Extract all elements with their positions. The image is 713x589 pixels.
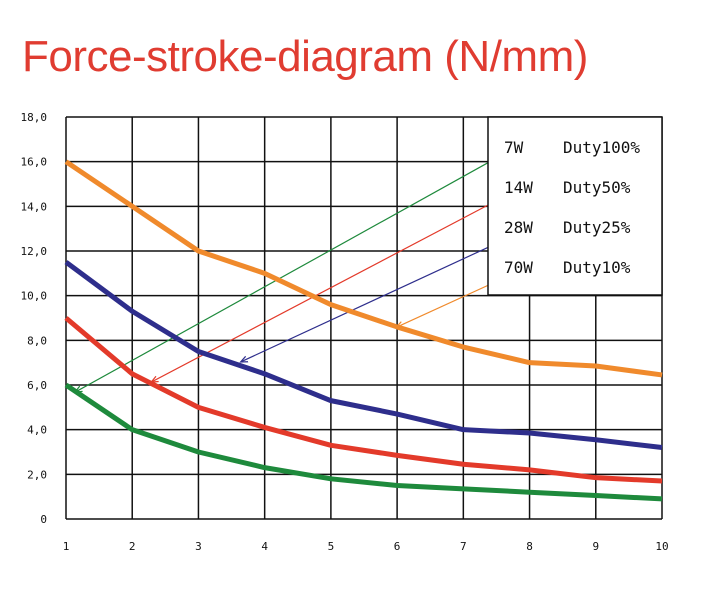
y-tick-label: 0 [40, 513, 47, 526]
legend-pointer-2 [241, 245, 491, 362]
legend-pointer-3 [152, 203, 491, 382]
legend-box [487, 116, 663, 296]
x-tick-label: 10 [655, 540, 668, 553]
legend-watts-3: 28W [504, 218, 533, 237]
legend-duty-1: Duty100% [563, 138, 640, 157]
legend-pointer-4 [76, 161, 491, 392]
y-tick-label: 18,0 [21, 111, 48, 124]
series-line-70w [64, 382, 663, 502]
y-tick-label: 8,0 [27, 334, 47, 347]
x-tick-label: 1 [63, 540, 70, 553]
legend-pointers [76, 161, 491, 392]
axis-ticks: 1 2 3 4 5 6 7 8 9 10 0 2,0 4,0 6,0 8,0 10,0 12,0 14,0 16,0… [21, 111, 669, 553]
series-line-28w [64, 316, 663, 484]
series-lines [64, 159, 663, 502]
legend-watts-4: 70W [504, 258, 533, 277]
y-tick-label: 4,0 [27, 424, 47, 437]
y-tick-label: 6,0 [27, 379, 47, 392]
legend-pointer-1 [397, 283, 491, 327]
legend-watts-2: 14W [504, 178, 533, 197]
series-line-14w [64, 260, 663, 451]
y-tick-label: 14,0 [21, 200, 48, 213]
x-tick-label: 7 [460, 540, 467, 553]
x-tick-label: 5 [328, 540, 335, 553]
legend-watts-1: 7W [504, 138, 524, 157]
y-tick-label: 2,0 [27, 468, 47, 481]
x-tick-label: 6 [394, 540, 401, 553]
legend-duty-3: Duty25% [563, 218, 631, 237]
x-tick-label: 8 [526, 540, 533, 553]
legend-duty-2: Duty50% [563, 178, 631, 197]
y-tick-label: 10,0 [21, 290, 48, 303]
x-tick-label: 4 [261, 540, 268, 553]
legend: 7W Duty100% 14W Duty50% 28W Duty25% 70W Duty10% [487, 116, 663, 296]
chart-title: Force-stroke-diagram (N/mm) [22, 32, 588, 81]
x-tick-label: 9 [592, 540, 599, 553]
series-line-7w [64, 159, 663, 378]
y-tick-label: 16,0 [21, 156, 48, 169]
x-tick-label: 3 [195, 540, 202, 553]
x-tick-label: 2 [129, 540, 136, 553]
legend-duty-4: Duty10% [563, 258, 631, 277]
y-tick-label: 12,0 [21, 245, 48, 258]
